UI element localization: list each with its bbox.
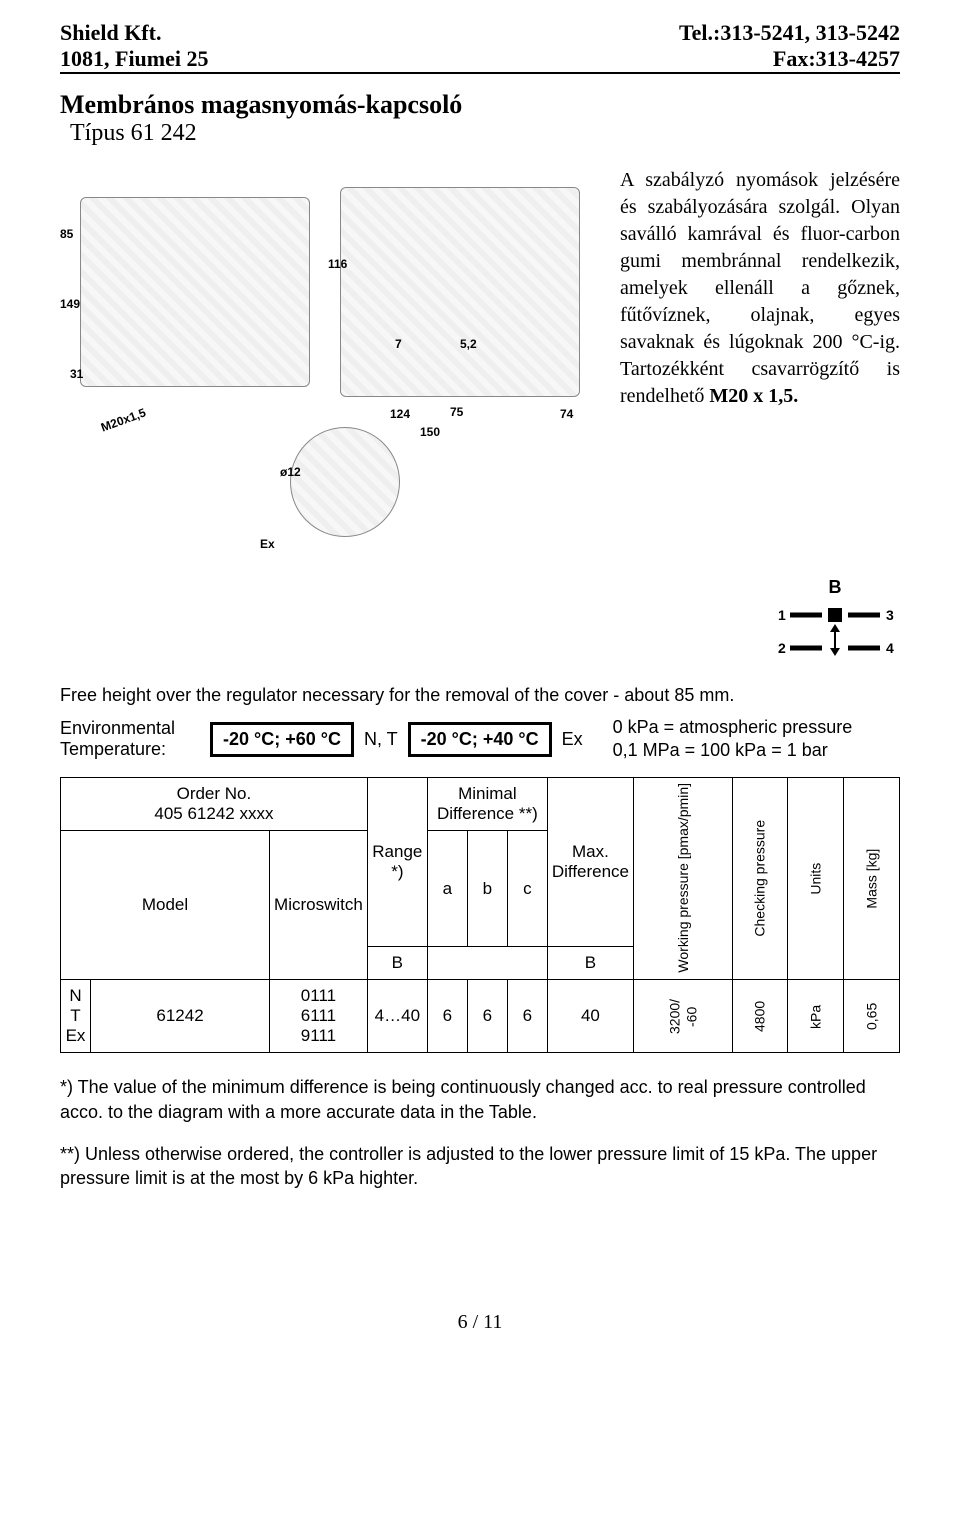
dim-149: 149	[60, 297, 80, 311]
th-sub-a: a	[427, 830, 467, 947]
th-order-no: Order No. 405 61242 xxxx	[61, 777, 368, 830]
cell-maxdiff: 40	[547, 980, 633, 1053]
cell-b: 6	[467, 980, 507, 1053]
th-working: Working pressure [pmax/pmin]	[634, 777, 733, 980]
env-label-2: Temperature:	[60, 739, 200, 760]
description-bold: M20 x 1,5.	[709, 385, 798, 407]
svg-text:3: 3	[886, 607, 894, 623]
footnote-2: **) Unless otherwise ordered, the contro…	[60, 1142, 900, 1191]
th-sub-b2: b	[467, 830, 507, 947]
dim-7: 7	[395, 337, 402, 351]
th-min-diff: Minimal Difference **)	[427, 777, 547, 830]
description-text: A szabályzó nyomások jelzésére és szabál…	[620, 169, 900, 407]
dim-85: 85	[60, 227, 73, 241]
dim-116: 116	[328, 257, 347, 271]
env-note-2: 0,1 MPa = 100 kPa = 1 bar	[613, 739, 853, 762]
temp-box-1: -20 °C; +60 °C	[210, 722, 354, 757]
b-label: B	[770, 577, 900, 598]
svg-text:4: 4	[886, 640, 894, 656]
address: 1081, Fiumei 25	[60, 46, 209, 72]
th-units: Units	[788, 777, 844, 980]
b-terminal-diagram: B 1 3 2 4	[770, 577, 900, 673]
page-number: 6 / 11	[60, 1311, 900, 1334]
th-sub-b-micro: B	[367, 947, 427, 980]
cell-mass: 0,65	[844, 980, 900, 1053]
dim-52: 5,2	[460, 337, 477, 351]
company-name: Shield Kft.	[60, 20, 161, 46]
th-sub-b3: B	[547, 947, 633, 980]
th-max-diff: Max. Difference	[547, 777, 633, 947]
cell-working: 3200/ -60	[634, 980, 733, 1053]
spec-table: Order No. 405 61242 xxxx Range *) Minima…	[60, 777, 900, 1054]
description: A szabályzó nyomások jelzésére és szabál…	[620, 167, 900, 567]
th-range: Range *)	[367, 777, 427, 947]
dim-31: 31	[70, 367, 83, 381]
hole-label: ø12	[280, 465, 301, 479]
cell-variants: N T Ex	[61, 980, 91, 1053]
thread-label: M20x1,5	[99, 405, 148, 434]
header-row-1: Shield Kft. Tel.:313-5241, 313-5242	[60, 20, 900, 46]
b-diagram-svg: 1 3 2 4	[770, 598, 900, 668]
th-mass: Mass [kg]	[844, 777, 900, 980]
intro-block: 85 149 31 116 7 5,2 124 75 150 74 M20x1,…	[60, 167, 900, 567]
cell-c: 6	[507, 980, 547, 1053]
cell-model: 61242	[91, 980, 270, 1053]
temp-box-2: -20 °C; +40 °C	[408, 722, 552, 757]
page-title: Membrános magasnyomás-kapcsoló	[60, 90, 900, 120]
env-mid-2: Ex	[562, 729, 583, 750]
env-temp-row: Environmental Temperature: -20 °C; +60 °…	[60, 716, 900, 763]
dim-74: 74	[560, 407, 573, 421]
technical-drawing: 85 149 31 116 7 5,2 124 75 150 74 M20x1,…	[60, 167, 600, 567]
dim-75: 75	[450, 405, 463, 419]
cell-a: 6	[427, 980, 467, 1053]
th-model: Model	[61, 830, 270, 980]
env-mid-1: N, T	[364, 729, 398, 750]
cell-microswitch: 0111 6111 9111	[270, 980, 368, 1053]
env-label-1: Environmental	[60, 718, 200, 739]
free-height-note: Free height over the regulator necessary…	[60, 685, 900, 706]
env-note-1: 0 kPa = atmospheric pressure	[613, 716, 853, 739]
cell-units: kPa	[788, 980, 844, 1053]
dim-150: 150	[420, 425, 440, 439]
th-sub-c: c	[507, 830, 547, 947]
cell-range: 4…40	[367, 980, 427, 1053]
footnote-1: *) The value of the minimum difference i…	[60, 1075, 900, 1124]
table-row: N T Ex 61242 0111 6111 9111 4…40 6 6 6 4…	[61, 980, 900, 1053]
tel: Tel.:313-5241, 313-5242	[679, 20, 900, 46]
th-microswitch: Microswitch	[270, 830, 368, 980]
ex-label: Ex	[260, 537, 275, 551]
cell-checking: 4800	[732, 980, 788, 1053]
svg-text:2: 2	[778, 640, 786, 656]
fax: Fax:313-4257	[773, 46, 900, 72]
th-checking: Checking pressure	[732, 777, 788, 980]
page-subtitle: Típus 61 242	[70, 120, 900, 147]
header-row-2: 1081, Fiumei 25 Fax:313-4257	[60, 46, 900, 74]
svg-text:1: 1	[778, 607, 786, 623]
dim-124: 124	[390, 407, 410, 421]
